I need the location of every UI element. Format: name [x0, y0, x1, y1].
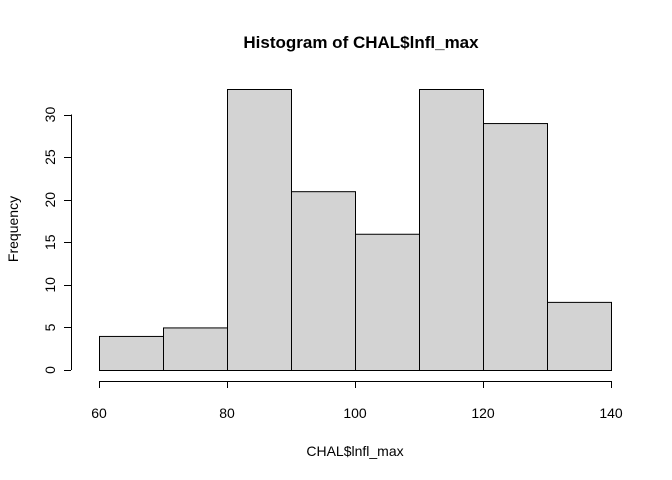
- y-tick-label-6: 30: [42, 107, 58, 123]
- histogram-bar-6: [483, 123, 548, 371]
- y-tick-label-2: 10: [42, 277, 58, 293]
- x-tick-label-2: 100: [343, 405, 367, 421]
- chart-title: Histogram of CHAL$lnfl_max: [243, 33, 479, 52]
- y-tick-label-0: 0: [42, 366, 58, 374]
- x-tick-label-3: 120: [471, 405, 495, 421]
- x-tick-label-1: 80: [219, 405, 235, 421]
- y-tick-label-4: 20: [42, 192, 58, 208]
- histogram-bar-1: [163, 327, 228, 372]
- bars-group: [99, 89, 612, 372]
- histogram-bar-7: [547, 301, 612, 371]
- histogram-bar-5: [419, 89, 484, 371]
- y-tick-label-3: 15: [42, 234, 58, 250]
- x-axis-label: CHAL$lnfl_max: [306, 443, 403, 459]
- histogram-bar-4: [355, 233, 420, 371]
- x-axis: 60 80 100 120 140: [91, 381, 623, 421]
- y-tick-label-1: 5: [42, 323, 58, 331]
- x-tick-label-4: 140: [599, 405, 623, 421]
- histogram-bar-2: [227, 89, 292, 371]
- y-tick-label-5: 25: [42, 149, 58, 165]
- histogram-bar-3: [291, 191, 356, 371]
- y-axis: 0 5 10 15 20 25 30: [42, 107, 72, 374]
- y-axis-label: Frequency: [5, 196, 21, 262]
- x-tick-label-0: 60: [91, 405, 107, 421]
- histogram-bar-0: [99, 335, 164, 371]
